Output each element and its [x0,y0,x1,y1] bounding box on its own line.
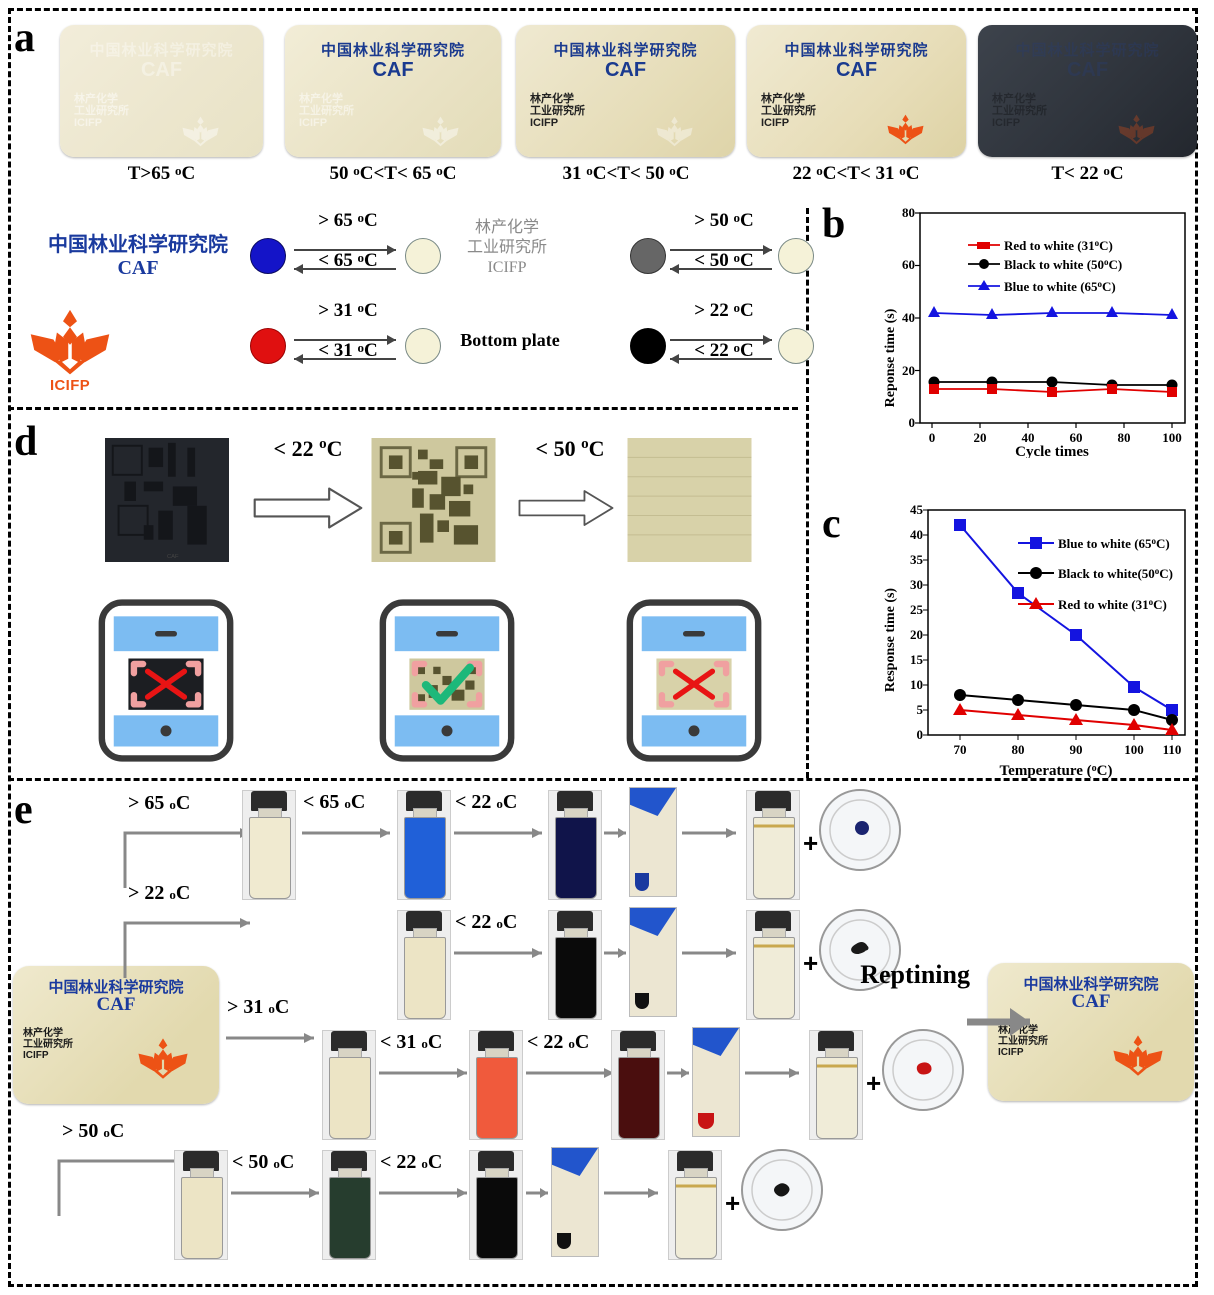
svg-text:40: 40 [1022,430,1035,445]
svg-text:20: 20 [910,627,923,642]
svg-text:0: 0 [917,727,924,742]
svg-text:60: 60 [1070,430,1083,445]
svg-text:80: 80 [1012,742,1025,757]
svg-text:15: 15 [910,652,924,667]
svg-text:80: 80 [902,208,915,220]
svg-text:0: 0 [929,430,936,445]
svg-text:45: 45 [910,505,924,517]
svg-text:60: 60 [902,257,915,272]
svg-text:Reponse time (s): Reponse time (s) [883,308,898,407]
svg-text:CAF: CAF [167,554,179,560]
svg-text:ICIFP: ICIFP [50,378,90,394]
svg-text:90: 90 [1070,742,1083,757]
svg-text:25: 25 [910,602,924,617]
svg-text:80: 80 [1118,430,1131,445]
svg-text:Black to white(50oC): Black to white(50oC) [1058,566,1173,581]
svg-text:100: 100 [1162,430,1182,445]
svg-text:Temperature (oC): Temperature (oC) [1000,763,1113,779]
svg-text:Red to white (31oC): Red to white (31oC) [1058,597,1167,612]
svg-text:40: 40 [902,310,915,325]
svg-text:Blue to white (65oC): Blue to white (65oC) [1058,536,1170,551]
svg-text:10: 10 [910,677,923,692]
svg-text:20: 20 [902,363,915,378]
svg-text:Response time (s): Response time (s) [883,588,898,693]
svg-text:110: 110 [1163,742,1182,757]
svg-text:Red to white (31oC): Red to white (31oC) [1004,238,1113,253]
svg-text:20: 20 [974,430,987,445]
svg-text:35: 35 [910,552,924,567]
svg-text:Blue to white (65oC): Blue to white (65oC) [1004,279,1116,294]
svg-text:Black to white (50oC): Black to white (50oC) [1004,257,1122,272]
svg-text:5: 5 [917,702,924,717]
svg-text:0: 0 [909,415,916,430]
svg-text:70: 70 [954,742,967,757]
svg-text:100: 100 [1124,742,1144,757]
svg-text:Cycle times: Cycle times [1015,444,1089,458]
svg-text:30: 30 [910,577,923,592]
svg-text:40: 40 [910,527,923,542]
